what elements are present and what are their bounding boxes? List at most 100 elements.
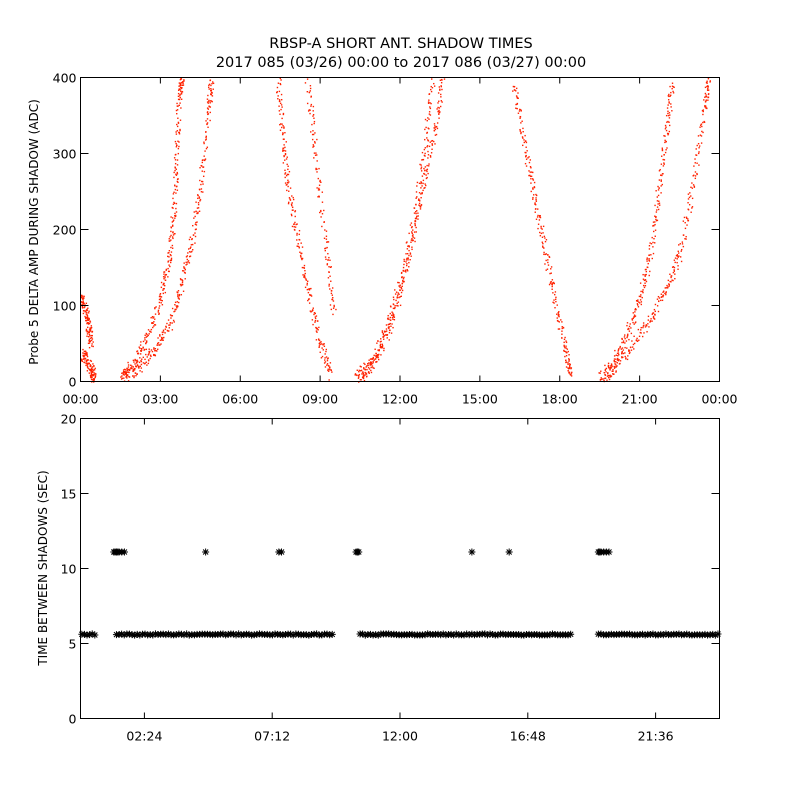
top-data-point <box>190 244 193 246</box>
top-data-point <box>162 292 165 295</box>
top-data-point <box>139 344 142 346</box>
top-data-point <box>428 111 431 113</box>
top-data-point <box>296 239 298 241</box>
top-data-point <box>540 225 542 228</box>
top-data-point <box>566 351 568 354</box>
top-data-point <box>279 83 282 86</box>
top-data-point <box>363 362 365 365</box>
top-data-point <box>160 296 162 298</box>
top-data-point <box>607 373 609 375</box>
top-data-point <box>318 345 321 347</box>
top-data-point <box>82 352 84 354</box>
top-data-point <box>324 361 327 363</box>
top-data-point <box>316 171 318 173</box>
top-data-point <box>429 106 431 108</box>
top-data-point <box>525 158 528 160</box>
top-data-point <box>310 131 312 133</box>
top-data-point <box>383 347 385 350</box>
top-data-point <box>419 163 421 166</box>
top-data-point <box>148 352 150 354</box>
top-data-point <box>189 255 192 257</box>
top-data-point <box>616 357 619 360</box>
top-data-point <box>328 285 330 287</box>
top-data-point <box>201 180 203 183</box>
top-data-point <box>324 247 326 250</box>
top-data-point <box>563 349 565 352</box>
top-data-point <box>168 252 170 254</box>
top-data-point <box>632 343 635 346</box>
top-data-point <box>532 171 534 174</box>
top-data-point <box>642 322 645 324</box>
top-data-point <box>318 189 321 191</box>
top-data-point <box>672 279 674 282</box>
top-data-point <box>617 349 620 351</box>
top-data-point <box>177 98 180 101</box>
top-data-point <box>318 339 321 342</box>
top-data-point <box>700 135 703 137</box>
top-data-point <box>670 94 672 96</box>
top-data-point <box>519 128 521 131</box>
top-data-point <box>528 161 531 164</box>
top-data-point <box>424 147 426 149</box>
top-data-point <box>665 126 667 128</box>
top-data-point <box>176 159 179 161</box>
top-data-point <box>537 208 539 210</box>
top-data-point <box>400 286 402 289</box>
top-data-point <box>177 140 179 142</box>
top-data-point <box>312 115 314 117</box>
top-data-point <box>667 286 669 288</box>
top-data-point <box>173 171 175 174</box>
top-data-point <box>539 234 542 237</box>
top-data-point <box>170 230 172 233</box>
top-data-point <box>640 332 642 334</box>
top-data-point <box>563 344 565 347</box>
top-data-point <box>301 258 303 261</box>
top-data-point <box>382 332 384 335</box>
top-data-point <box>180 92 183 94</box>
top-data-point <box>544 253 547 256</box>
top-data-point <box>598 372 600 374</box>
top-data-point <box>438 113 440 115</box>
top-data-point <box>616 365 618 367</box>
top-data-point <box>146 333 148 336</box>
top-data-point <box>512 90 514 92</box>
top-data-point <box>386 334 388 336</box>
top-data-point <box>159 298 162 300</box>
top-data-point <box>542 242 544 245</box>
top-x-tick-label: 00:00 <box>701 392 737 407</box>
top-data-point <box>144 337 146 339</box>
top-data-point <box>278 105 280 107</box>
top-data-point <box>279 82 281 85</box>
top-data-point <box>433 127 435 129</box>
top-data-point <box>126 367 128 370</box>
top-data-point <box>700 142 703 144</box>
top-data-point <box>172 234 175 236</box>
top-data-point <box>277 95 279 97</box>
top-data-point <box>127 366 130 368</box>
top-data-point <box>329 304 332 306</box>
top-data-point <box>291 214 293 217</box>
top-data-point <box>173 202 176 204</box>
top-data-point <box>89 327 91 329</box>
top-data-point <box>550 266 553 268</box>
top-data-point <box>391 311 393 313</box>
top-data-point <box>663 162 665 164</box>
top-data-point <box>160 302 162 304</box>
top-data-point <box>544 263 546 265</box>
top-data-point <box>90 378 93 381</box>
top-data-point <box>521 136 524 138</box>
top-data-point <box>194 235 197 238</box>
top-data-point <box>428 145 431 148</box>
top-data-point <box>366 365 368 367</box>
top-data-point <box>92 345 94 348</box>
top-data-point <box>702 131 704 134</box>
top-y-tick-label: 100 <box>53 299 77 314</box>
top-data-point <box>647 262 649 265</box>
top-data-point <box>131 367 133 370</box>
top-data-point <box>415 210 417 213</box>
top-data-point <box>663 290 665 292</box>
top-data-point <box>177 297 180 299</box>
top-data-point <box>626 358 629 361</box>
top-data-point <box>628 330 631 332</box>
bottom-data-point <box>434 630 442 638</box>
